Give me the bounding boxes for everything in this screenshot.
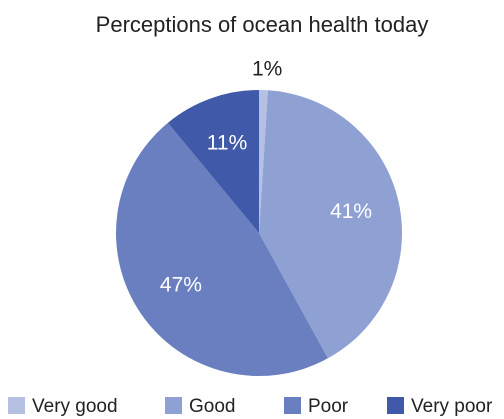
legend-swatch bbox=[284, 397, 301, 414]
data-label: 11% bbox=[207, 132, 247, 155]
data-label: 1% bbox=[252, 58, 282, 81]
legend-label: Poor bbox=[308, 396, 349, 417]
pie-slice bbox=[167, 90, 259, 233]
data-label: 47% bbox=[160, 274, 202, 297]
legend-label: Very poor bbox=[411, 396, 493, 417]
pie-slice bbox=[116, 122, 328, 376]
legend-swatch bbox=[387, 397, 404, 414]
data-label: 41% bbox=[330, 200, 372, 223]
pie-slice bbox=[259, 90, 402, 359]
legend-label: Good bbox=[189, 396, 235, 417]
legend-swatch bbox=[165, 397, 182, 414]
legend-label: Very good bbox=[32, 396, 118, 417]
pie-slice bbox=[259, 90, 268, 233]
legend-swatch bbox=[8, 397, 25, 414]
chart-title: Perceptions of ocean health today bbox=[96, 12, 429, 37]
